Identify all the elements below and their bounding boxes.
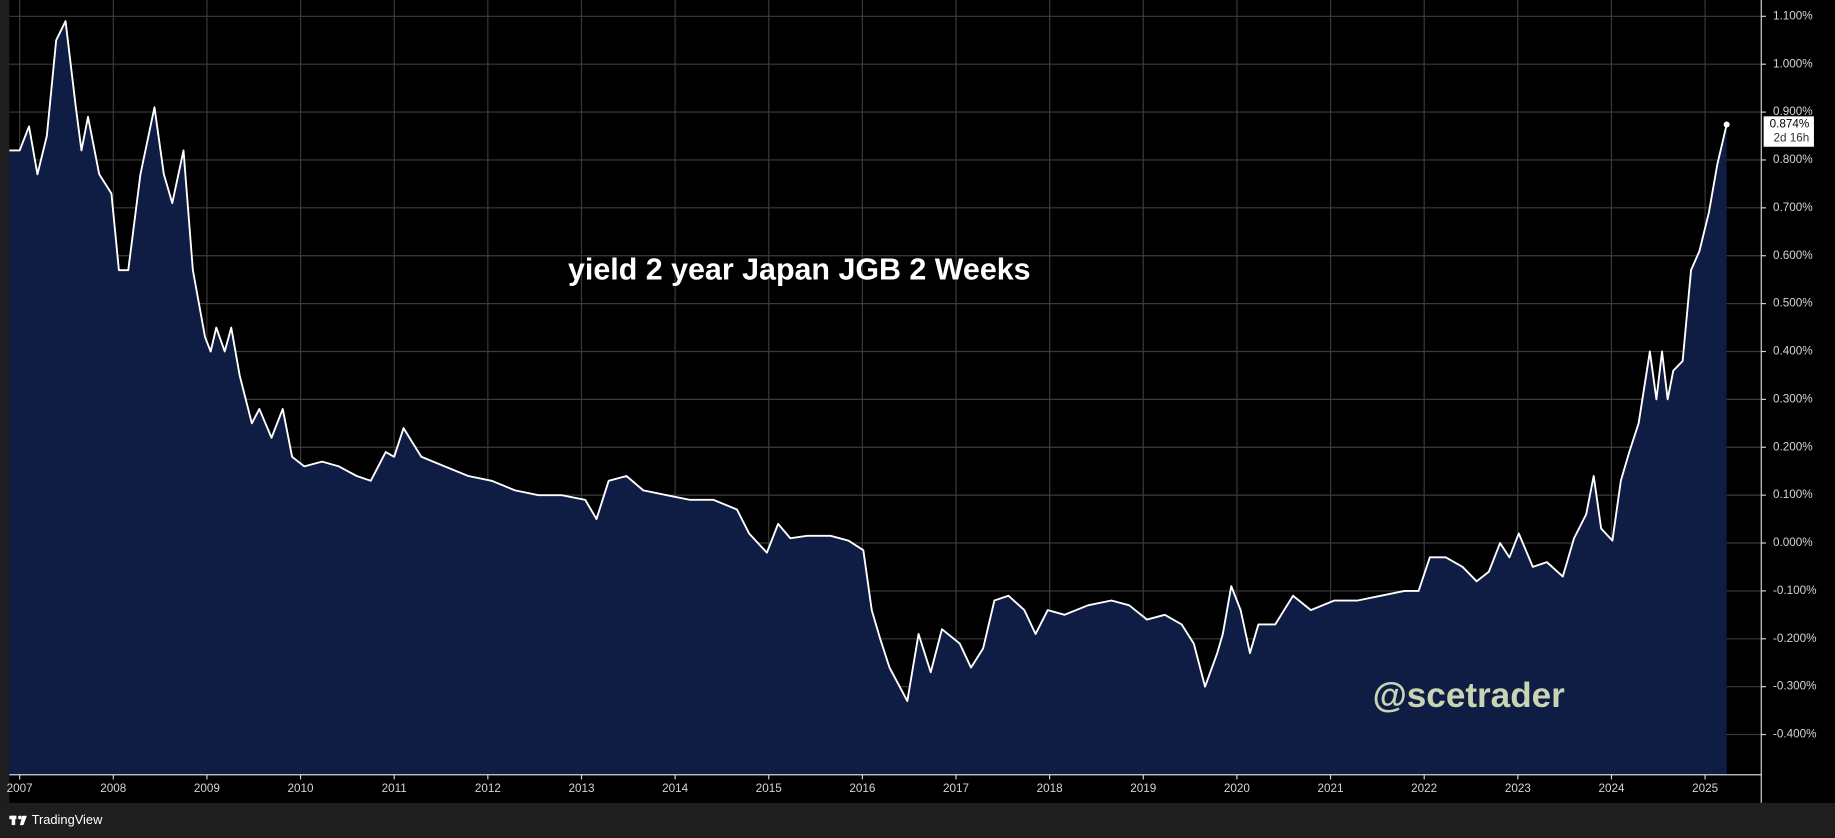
logo-part <box>19 815 27 826</box>
logo-part <box>18 815 22 820</box>
axes: 2007 2008 2009 2010 2011 2012 2013 2014 2015 2016… <box>7 9 1817 794</box>
last-price-text: 0.874% <box>1770 118 1810 131</box>
last-price-box <box>1763 116 1814 147</box>
y-tick-label: 0.700% <box>1773 201 1813 214</box>
x-tick-label: 2022 <box>1411 782 1437 795</box>
y-tick-label: -0.300% <box>1773 680 1817 693</box>
x-tick-label: 2018 <box>1037 782 1063 795</box>
countdown-text: 2d 16h <box>1774 132 1810 145</box>
chart-title: yield 2 year Japan JGB 2 Weeks <box>568 253 1031 287</box>
x-tick-label: 2016 <box>849 782 875 795</box>
y-tick-label: 0.500% <box>1773 297 1813 310</box>
y-tick-label: -0.400% <box>1773 728 1817 741</box>
x-tick-label: 2009 <box>194 782 220 795</box>
y-tick-label: -0.100% <box>1773 584 1817 597</box>
brand-logo <box>9 815 27 826</box>
x-tick-label: 2012 <box>475 782 501 795</box>
y-tick-label: 0.000% <box>1773 536 1813 549</box>
y-tick-label: 1.100% <box>1773 9 1813 22</box>
x-tick-label: 2014 <box>662 782 689 795</box>
x-tick-label: 2019 <box>1130 782 1156 795</box>
y-tick-label: 0.200% <box>1773 440 1813 453</box>
x-tick-label: 2025 <box>1692 782 1719 795</box>
x-tick-label: 2023 <box>1505 782 1531 795</box>
area-fill <box>9 21 1727 775</box>
y-tick-label: 1.000% <box>1773 57 1813 70</box>
last-point <box>1723 121 1730 128</box>
logo-part <box>11 815 16 826</box>
x-tick-label: 2007 <box>7 782 33 795</box>
y-tick-label: 0.100% <box>1773 488 1813 501</box>
x-tick-label: 2017 <box>943 782 969 795</box>
footer <box>0 802 1835 838</box>
plot <box>9 20 1730 775</box>
x-tick-label: 2008 <box>100 782 126 795</box>
watermark: @scetrader <box>1373 676 1566 715</box>
y-tick-label: 0.300% <box>1773 392 1813 405</box>
y-tick-label: 0.600% <box>1773 249 1813 262</box>
x-tick-label: 2010 <box>288 782 315 795</box>
y-tick-label: 0.400% <box>1773 345 1813 358</box>
x-tick-label: 2015 <box>756 782 783 795</box>
x-tick-label: 2021 <box>1318 782 1344 795</box>
brand: TradingView <box>32 812 103 827</box>
line <box>9 20 1728 702</box>
x-tick-label: 2011 <box>382 782 407 795</box>
x-tick-label: 2020 <box>1224 782 1251 795</box>
y-tick-label: -0.200% <box>1773 632 1817 645</box>
y-tick-label: 0.800% <box>1773 153 1813 166</box>
x-tick-label: 2013 <box>568 782 594 795</box>
y-tick-label: 0.900% <box>1773 105 1813 118</box>
left-strip <box>0 0 10 803</box>
x-tick-label: 2024 <box>1598 782 1625 795</box>
last-price-label: 0.874%2d 16h <box>1763 116 1814 147</box>
